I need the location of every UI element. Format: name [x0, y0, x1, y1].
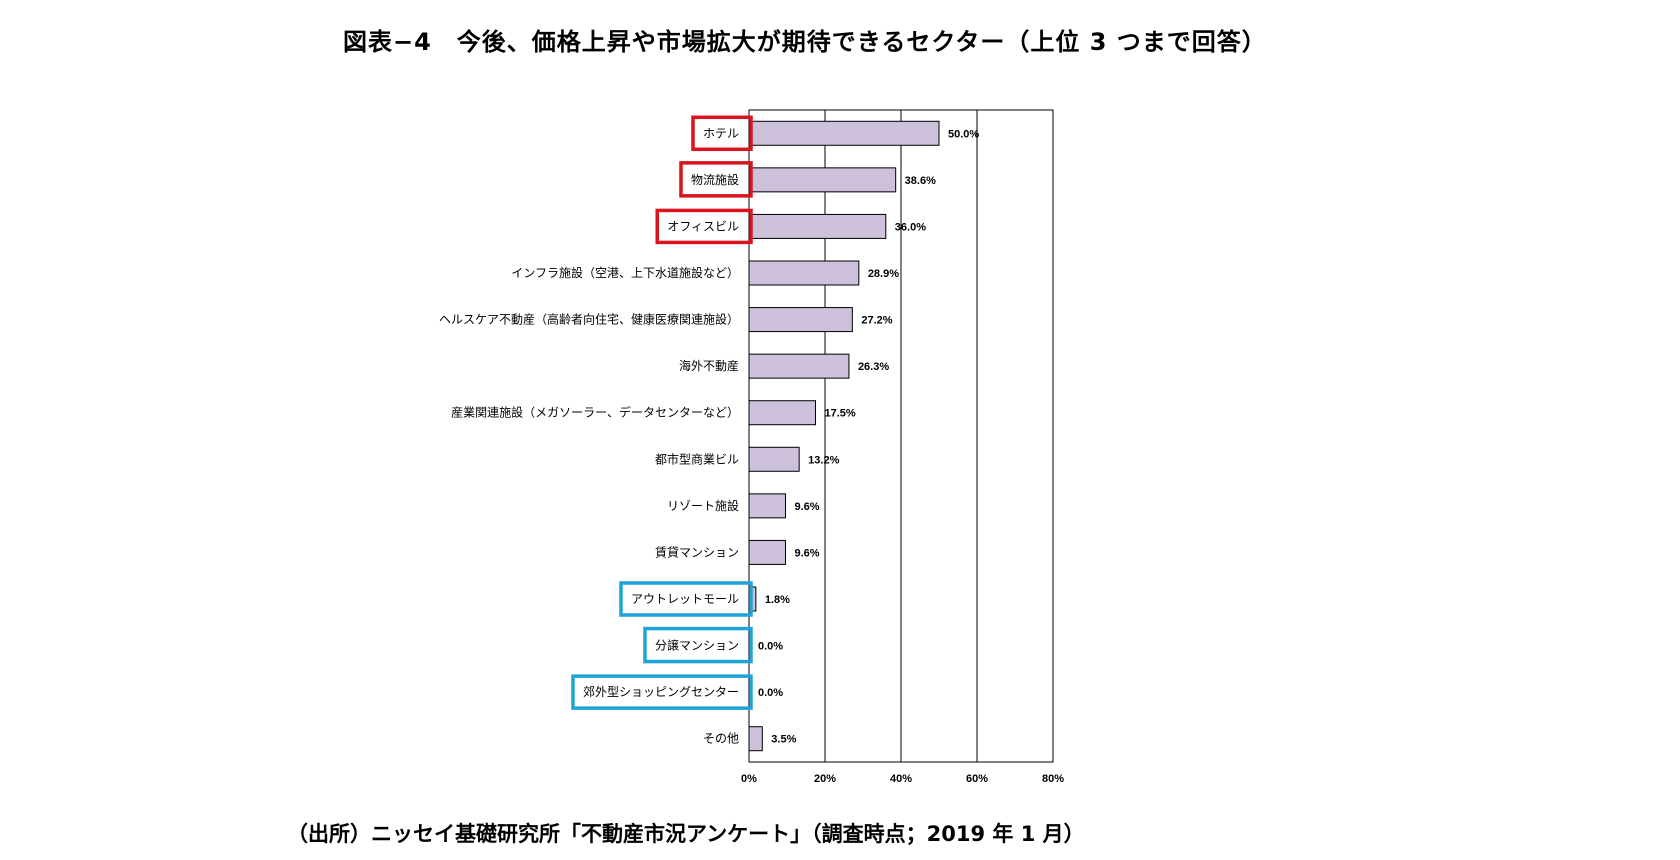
- source-note: （出所）ニッセイ基礎研究所「不動産市況アンケート」（調査時点；2019 年 1 …: [287, 822, 1085, 846]
- bar: [748, 307, 853, 333]
- category-label: 物流施設: [691, 172, 739, 187]
- bar: [748, 539, 786, 565]
- value-label: 26.3%: [858, 361, 889, 373]
- value-label: 50.0%: [948, 128, 979, 140]
- category-label: 郊外型ショッピングセンター: [583, 685, 739, 699]
- category-label: ホテル: [703, 126, 739, 140]
- category-label: 分譲マンション: [655, 638, 739, 653]
- x-tick-label: 60%: [966, 773, 988, 785]
- category-label: 産業関連施設（メガソーラー、データセンターなど）: [451, 405, 739, 420]
- value-label: 36.0%: [895, 221, 926, 233]
- category-label: ヘルスケア不動産（高齢者向住宅、健康医療関連施設）: [439, 312, 739, 327]
- x-tick-label: 20%: [814, 773, 836, 785]
- value-label: 1.8%: [765, 594, 790, 606]
- value-label: 27.2%: [861, 315, 892, 327]
- value-label: 9.6%: [794, 547, 819, 559]
- bar: [748, 400, 816, 426]
- highlight-box-blue: [643, 626, 753, 664]
- value-label: 3.5%: [771, 734, 796, 746]
- chart-title: 図表−4 今後、価格上昇や市場拡大が期待できるセクター（上位 3 つまで回答）: [343, 28, 1267, 56]
- bar: [748, 120, 940, 146]
- highlight-box-red: [655, 208, 753, 245]
- category-label: インフラ施設（空港、上下水道施設など）: [511, 265, 739, 280]
- value-label: 28.9%: [868, 268, 899, 280]
- value-labels: 50.0% 38.6% 36.0% 28.9% 27.2% 26.3% 17.5% 13.2%…: [758, 128, 979, 745]
- value-label: 13.2%: [808, 454, 839, 466]
- value-label: 17.5%: [825, 408, 856, 420]
- category-label: リゾート施設: [667, 498, 739, 513]
- highlight-box-red: [679, 161, 753, 198]
- bars: [748, 120, 940, 752]
- value-label: 0.0%: [758, 641, 783, 653]
- highlight-box-blue: [571, 674, 753, 710]
- value-label: 9.6%: [794, 501, 819, 513]
- x-axis-ticks: 0% 20% 40% 60% 80%: [741, 773, 1064, 785]
- x-tick-label: 40%: [890, 773, 912, 785]
- highlight-box-red: [691, 115, 753, 152]
- highlight-box-blue: [619, 581, 753, 617]
- highlight-boxes: [571, 115, 753, 710]
- value-label: 0.0%: [758, 687, 783, 699]
- bar: [748, 213, 887, 239]
- category-label: 都市型商業ビル: [655, 451, 739, 466]
- value-label: 38.6%: [905, 175, 936, 187]
- bar: [748, 167, 897, 193]
- category-label: その他: [703, 732, 739, 746]
- x-tick-label: 80%: [1042, 773, 1064, 785]
- x-tick-label: 0%: [741, 773, 757, 785]
- grid-lines: [748, 109, 1054, 763]
- bar: [748, 446, 800, 472]
- bar: [748, 726, 763, 752]
- category-label: オフィスビル: [667, 219, 739, 233]
- category-label: アウトレットモール: [631, 592, 739, 606]
- category-label: 賃貸マンション: [655, 544, 739, 559]
- bar: [748, 260, 860, 286]
- bar: [748, 353, 850, 379]
- bar: [748, 493, 786, 519]
- category-label: 海外不動産: [679, 358, 739, 373]
